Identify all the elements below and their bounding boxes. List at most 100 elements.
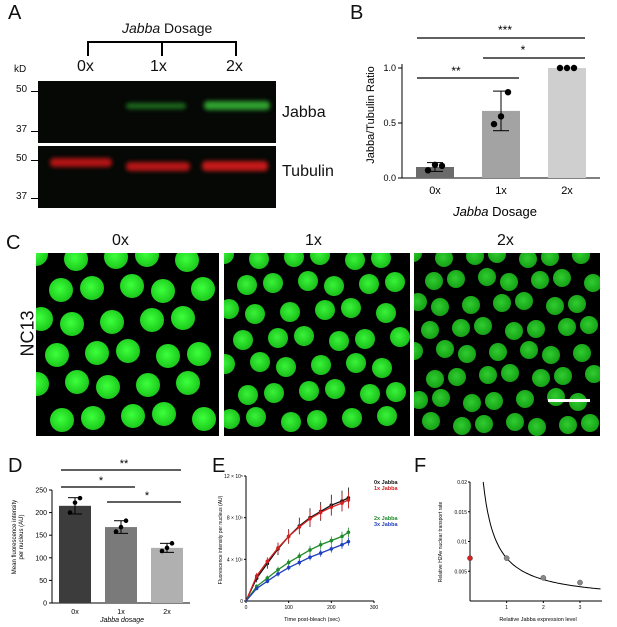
- nucleus: [311, 355, 331, 375]
- chart-b-sig-top: ***: [498, 23, 512, 37]
- chart-e-ytick-exponent: 10⁵: [235, 516, 243, 522]
- chart-e-point: [297, 525, 302, 529]
- nucleus: [420, 321, 439, 339]
- nucleus: [414, 391, 428, 409]
- chart-e-point: [308, 516, 312, 521]
- nucleus: [414, 253, 422, 262]
- nucleus: [224, 409, 240, 429]
- chart-e-point: [346, 530, 351, 535]
- nucleus: [297, 271, 318, 291]
- scale-bar: [548, 399, 590, 402]
- nucleus: [85, 341, 109, 365]
- chart-e-ytick-label: 8 × 10⁵: [227, 516, 243, 522]
- chart-e-ytick-mantissa: 4 ×: [227, 557, 235, 563]
- chart-b-xtick-label: 1x: [495, 185, 507, 197]
- ladder-37-top: 37: [16, 124, 28, 135]
- chart-e-ytick-exponent: 10⁵: [235, 474, 243, 480]
- chart-b-point: [497, 113, 505, 120]
- nucleus: [135, 253, 159, 267]
- chart-b-point: [431, 161, 439, 168]
- ladder-37-bottom: 37: [16, 191, 28, 202]
- nucleus: [568, 295, 586, 313]
- nucleus: [436, 340, 454, 358]
- nucleus: [473, 317, 492, 335]
- chart-d-point: [164, 545, 170, 551]
- chart-f-ytick-label: 0.005: [454, 569, 467, 575]
- nucleus: [307, 410, 327, 430]
- column-label-2x: 2x: [497, 232, 514, 249]
- nucleus: [466, 253, 484, 265]
- chart-f-xtick-label: 3: [579, 605, 582, 611]
- chart-e-point: [297, 554, 302, 559]
- nucleus: [237, 385, 258, 405]
- ladder-50-top: 50: [16, 84, 28, 95]
- nucleus: [328, 331, 349, 351]
- nucleus: [100, 310, 124, 334]
- tubulin-band-0x: [50, 158, 112, 167]
- nucleus: [358, 274, 379, 294]
- micrograph-0x: [36, 253, 219, 436]
- panel-letter-f: F: [414, 455, 427, 477]
- nucleus: [36, 307, 53, 331]
- chart-e-ytick-label: 0: [240, 599, 243, 605]
- nucleus: [546, 297, 564, 315]
- chart-d-point: [123, 518, 129, 524]
- tubulin-band-1x: [126, 162, 190, 171]
- chart-e-legend-entry: 1x Jabba: [374, 486, 398, 492]
- panel-letter-c: C: [6, 232, 21, 254]
- transport-rate-chart: Relative H2Av nuclear transport rate Rel…: [438, 480, 602, 623]
- fluorescence-chart: Mean fluorescence intensity per nucleus …: [12, 458, 190, 624]
- chart-f-xlabel: Relative Jabba expression level: [499, 617, 576, 623]
- chart-b-sig-low: **: [451, 64, 461, 78]
- nucleus: [151, 279, 175, 303]
- nucleus: [377, 406, 397, 426]
- chart-e-point: [340, 501, 344, 505]
- nucleus: [527, 418, 546, 436]
- chart-d-sig-top: **: [120, 458, 129, 470]
- nucleus: [346, 353, 366, 373]
- band-label-tubulin: Tubulin: [282, 163, 334, 180]
- nucleus: [262, 273, 283, 293]
- nucleus: [176, 371, 200, 395]
- nucleus: [152, 402, 176, 426]
- chart-e-point: [318, 510, 323, 515]
- chart-d-sig-low: *: [145, 490, 150, 502]
- chart-b-bar-0x: [416, 167, 454, 178]
- nucleus: [452, 417, 471, 435]
- jabba-blot: [38, 81, 276, 143]
- nucleus: [477, 268, 496, 286]
- chart-e-point: [340, 534, 344, 539]
- chart-d-point: [113, 529, 119, 534]
- chart-f-ytick-label: 0.01: [457, 540, 467, 546]
- nucleus: [224, 253, 234, 264]
- chart-d-ytick-label: 50: [39, 578, 47, 585]
- nucleus: [505, 413, 524, 431]
- nucleus: [478, 366, 497, 384]
- chart-b-point: [424, 167, 432, 174]
- chart-f-point: [540, 574, 547, 581]
- nucleus: [530, 271, 549, 289]
- chart-b-xlabel-italic: Jabba: [452, 204, 488, 219]
- chart-e-xtick-label: 100: [284, 605, 293, 611]
- chart-b-ytick-label: 1.0: [383, 63, 396, 73]
- nucleus: [245, 304, 265, 324]
- nucleus: [389, 327, 410, 347]
- column-label-1x: 1x: [305, 232, 322, 249]
- nucleus: [421, 412, 440, 430]
- frap-recovery-chart: Fluorescence intensity per nucleus (AU) …: [218, 474, 398, 623]
- chart-f-point: [467, 555, 473, 561]
- chart-d-sig-mid: *: [99, 475, 104, 487]
- nucleus: [315, 300, 335, 320]
- nucleus: [64, 253, 88, 271]
- nucleus: [431, 298, 449, 316]
- chart-e-ytick-label: 12 × 10⁵: [224, 474, 243, 480]
- nucleus: [372, 358, 392, 378]
- nucleus: [284, 253, 304, 267]
- dosage-bracket: [87, 41, 237, 56]
- chart-b-point: [563, 64, 571, 72]
- ladder-tick: [31, 91, 39, 92]
- chart-d-point: [159, 548, 165, 554]
- chart-e-ytick-exponent: 10⁵: [235, 557, 243, 563]
- chart-b-ytick-label: 0.0: [383, 173, 396, 183]
- nucleus: [446, 270, 465, 288]
